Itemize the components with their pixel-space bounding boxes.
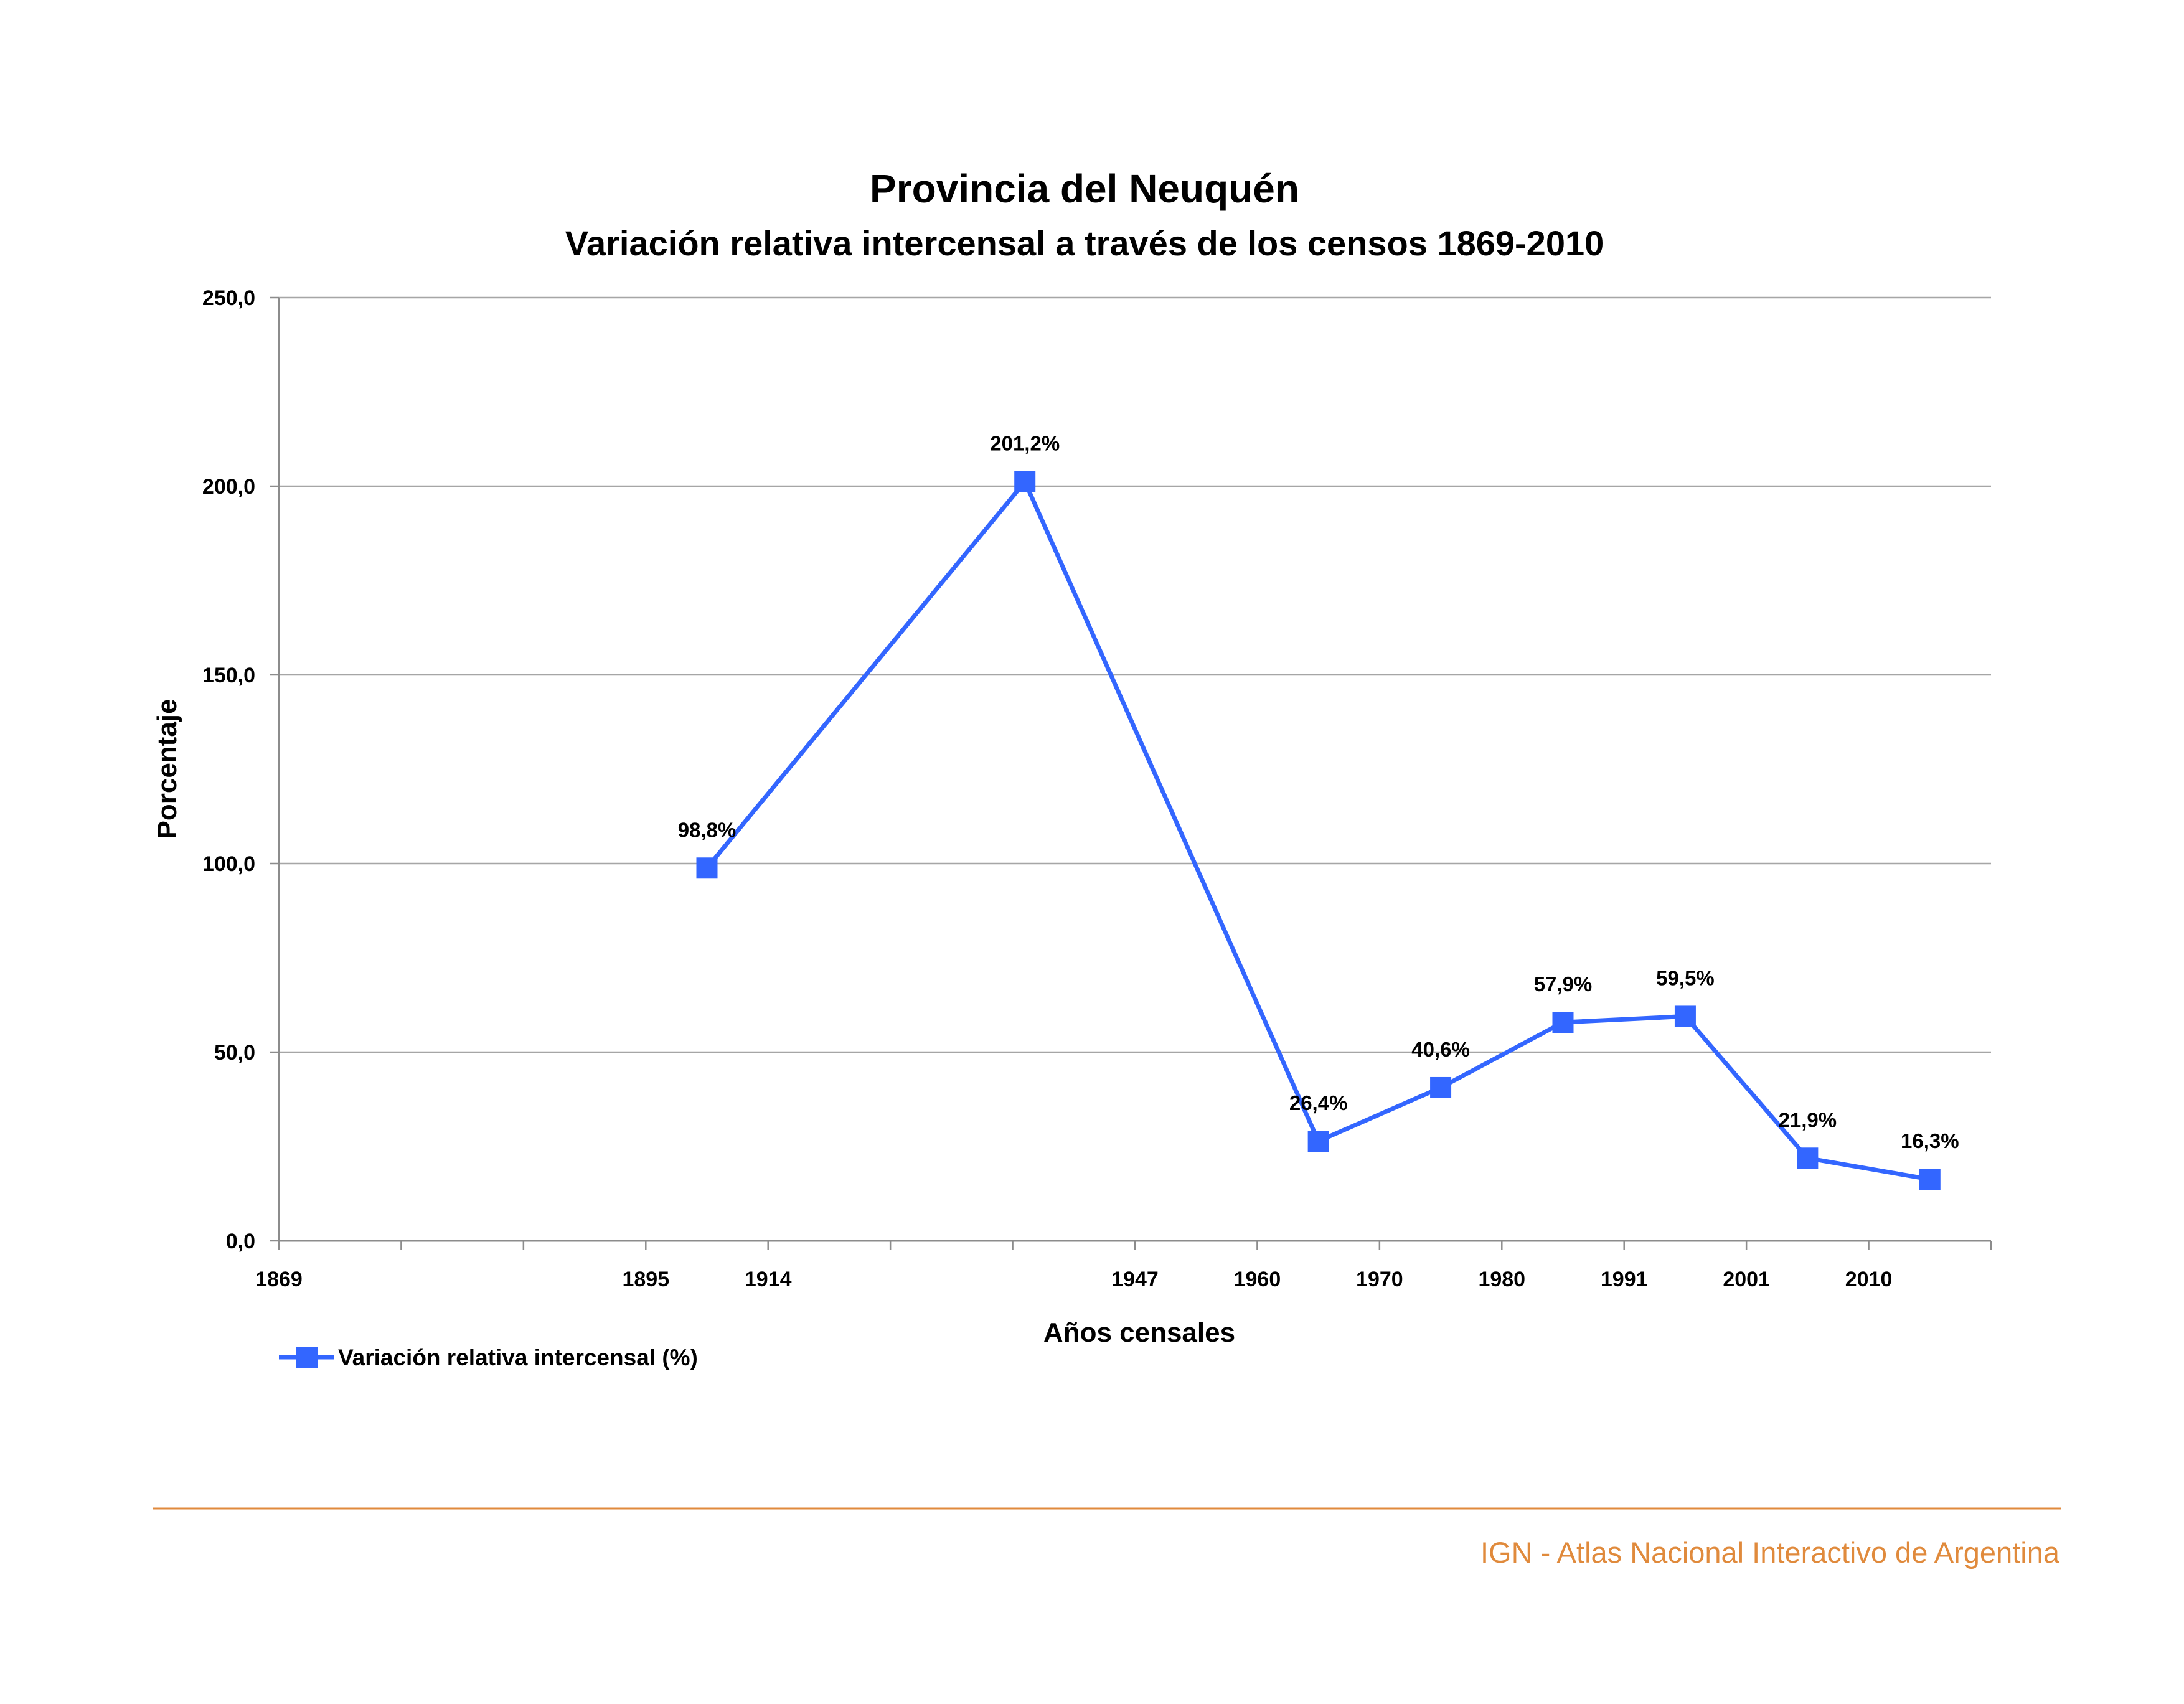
- series-layer: [696, 471, 1941, 1190]
- gridlines: [279, 296, 1991, 1053]
- x-tick-label: 1869: [255, 1268, 303, 1291]
- y-tick-label: 100,0: [202, 852, 255, 876]
- x-tick-label: 1960: [1234, 1268, 1281, 1291]
- x-tick-label: 1970: [1356, 1268, 1403, 1291]
- y-tick-label: 0,0: [226, 1230, 255, 1253]
- y-tick-label: 250,0: [202, 286, 255, 310]
- data-point-marker: [1430, 1076, 1452, 1098]
- data-point-marker: [1797, 1147, 1819, 1169]
- x-tick-label: 1895: [622, 1268, 669, 1291]
- chart-subtitle: Variación relativa intercensal a través …: [565, 224, 1604, 263]
- data-label: 16,3%: [1901, 1129, 1959, 1152]
- y-tick-label: 150,0: [202, 664, 255, 687]
- y-tick-label: 50,0: [214, 1041, 255, 1065]
- chart-title: Provincia del Neuquén: [870, 166, 1299, 211]
- data-point-marker: [1307, 1131, 1329, 1152]
- y-axis-title: Porcentaje: [152, 699, 182, 839]
- series-line: [705, 479, 1931, 1182]
- data-point-marker: [1014, 471, 1036, 492]
- data-label: 26,4%: [1289, 1091, 1348, 1114]
- legend-marker-swatch: [296, 1347, 318, 1368]
- x-tick-label: 1980: [1478, 1268, 1525, 1291]
- data-point-marker: [1552, 1012, 1574, 1033]
- footer-credit: IGN - Atlas Nacional Interactivo de Arge…: [1480, 1536, 2060, 1569]
- data-label: 59,5%: [1656, 966, 1715, 989]
- x-axis-title: Años censales: [1043, 1317, 1235, 1348]
- y-tick-labels: 0,0 50,0 100,0 150,0 200,0 250,0: [202, 286, 255, 1253]
- x-tick-label: 1947: [1111, 1268, 1159, 1291]
- data-point-marker: [696, 857, 718, 879]
- y-tick-label: 200,0: [202, 475, 255, 499]
- data-label: 40,6%: [1411, 1038, 1470, 1061]
- x-tick-label: 2010: [1845, 1268, 1893, 1291]
- legend: Variación relativa intercensal (%): [279, 1345, 698, 1370]
- data-point-marker: [1674, 1005, 1696, 1027]
- data-label: 98,8%: [678, 818, 737, 841]
- data-point-marker: [1919, 1169, 1941, 1190]
- legend-label: Variación relativa intercensal (%): [338, 1345, 698, 1370]
- x-tick-label: 2001: [1723, 1268, 1770, 1291]
- axes: [270, 296, 1992, 1250]
- data-label: 57,9%: [1534, 972, 1593, 996]
- x-tick-label: 1991: [1601, 1268, 1648, 1291]
- data-label: 201,2%: [990, 432, 1060, 455]
- x-tick-label: 1914: [745, 1268, 792, 1291]
- data-label: 21,9%: [1779, 1108, 1837, 1131]
- data-labels: 98,8% 201,2% 26,4% 40,6% 57,9% 59,5% 21,9% 16,3…: [678, 432, 1959, 1152]
- x-tick-labels: 1869 1895 1914 1947 1960 1970 1980 1991 2001 2010: [255, 1268, 1892, 1291]
